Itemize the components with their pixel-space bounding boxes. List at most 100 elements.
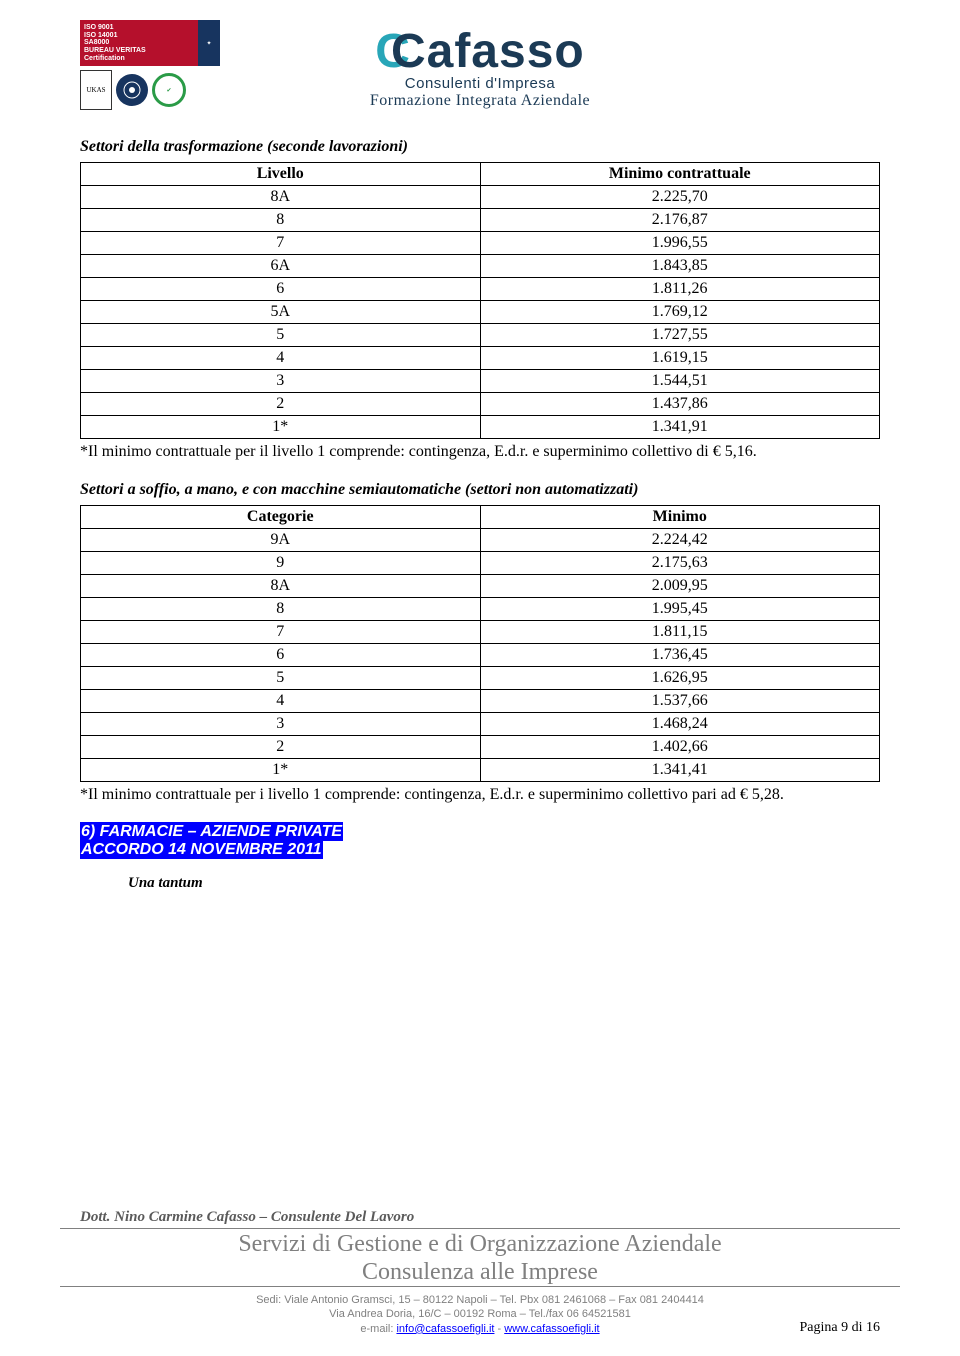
value-cell: 1.811,15 <box>480 620 880 643</box>
footer-author: Dott. Nino Carmine Cafasso – Consulente … <box>0 1209 960 1226</box>
footer-cursive2: Consulenza alle Imprese <box>0 1259 960 1287</box>
highlight-line1: 6) FARMACIE – AZIENDE PRIVATE <box>80 822 343 841</box>
table-row: 31.468,24 <box>81 712 880 735</box>
header: ISO 9001 ISO 14001 SA8000 BUREAU VERITAS… <box>80 20 880 120</box>
value-cell: 1.341,91 <box>480 416 880 439</box>
table2-col2: Minimo <box>480 505 880 528</box>
brand-sub2: Formazione Integrata Aziendale <box>230 92 730 110</box>
accredia-icon: ✔ <box>152 73 186 107</box>
value-cell: 1.736,45 <box>480 643 880 666</box>
table2: Categorie Minimo 9A2.224,4292.175,638A2.… <box>80 505 880 782</box>
level-cell: 2 <box>81 735 481 758</box>
value-cell: 1.769,12 <box>480 301 880 324</box>
level-cell: 1* <box>81 758 481 781</box>
brand-name: Cafasso <box>391 25 585 78</box>
table-row: 41.537,66 <box>81 689 880 712</box>
value-cell: 2.224,42 <box>480 528 880 551</box>
value-cell: 1.995,45 <box>480 597 880 620</box>
table-row: 8A2.009,95 <box>81 574 880 597</box>
una-tantum-label: Una tantum <box>128 875 880 892</box>
value-cell: 1.996,55 <box>480 232 880 255</box>
value-cell: 2.175,63 <box>480 551 880 574</box>
table-row: 71.996,55 <box>81 232 880 255</box>
ukas-badge: UKAS <box>80 70 112 110</box>
brand-sub1: Consulenti d'Impresa <box>230 75 730 92</box>
footer-sep: - <box>494 1323 504 1335</box>
table-row: 1*1.341,91 <box>81 416 880 439</box>
table-row: 9A2.224,42 <box>81 528 880 551</box>
table2-note: *Il minimo contrattuale per i livello 1 … <box>80 784 880 806</box>
value-cell: 1.437,86 <box>480 393 880 416</box>
level-cell: 9A <box>81 528 481 551</box>
level-cell: 7 <box>81 620 481 643</box>
level-cell: 5 <box>81 666 481 689</box>
level-cell: 1* <box>81 416 481 439</box>
table-row: 21.437,86 <box>81 393 880 416</box>
level-cell: 7 <box>81 232 481 255</box>
value-cell: 1.811,26 <box>480 278 880 301</box>
level-cell: 6A <box>81 255 481 278</box>
cert-circle-icon <box>116 74 148 106</box>
page-number: Pagina 9 di 16 <box>800 1320 881 1336</box>
brand-logo: CCafasso Consulenti d'Impresa Formazione… <box>230 20 730 110</box>
level-cell: 3 <box>81 712 481 735</box>
level-cell: 4 <box>81 689 481 712</box>
level-cell: 8 <box>81 209 481 232</box>
level-cell: 8A <box>81 574 481 597</box>
table2-title: Settori a soffio, a mano, e con macchine… <box>80 481 880 499</box>
value-cell: 1.626,95 <box>480 666 880 689</box>
value-cell: 1.341,41 <box>480 758 880 781</box>
footer-rule-1 <box>60 1228 900 1229</box>
footer-email-link[interactable]: info@cafassoefigli.it <box>396 1323 494 1335</box>
level-cell: 2 <box>81 393 481 416</box>
level-cell: 8 <box>81 597 481 620</box>
value-cell: 2.176,87 <box>480 209 880 232</box>
footer-email-label: e-mail: <box>360 1323 396 1335</box>
level-cell: 9 <box>81 551 481 574</box>
value-cell: 2.009,95 <box>480 574 880 597</box>
value-cell: 1.402,66 <box>480 735 880 758</box>
table-row: 61.811,26 <box>81 278 880 301</box>
footer-addr1: Sedi: Viale Antonio Gramsci, 15 – 80122 … <box>0 1293 960 1307</box>
footer-web-link[interactable]: www.cafassoefigli.it <box>504 1323 599 1335</box>
level-cell: 6 <box>81 278 481 301</box>
value-cell: 1.544,51 <box>480 370 880 393</box>
table-row: 82.176,87 <box>81 209 880 232</box>
footer-cursive1: Servizi di Gestione e di Organizzazione … <box>0 1231 960 1259</box>
bv-strip: ✦ <box>198 20 220 66</box>
level-cell: 5A <box>81 301 481 324</box>
value-cell: 1.619,15 <box>480 347 880 370</box>
level-cell: 6 <box>81 643 481 666</box>
table-row: 61.736,45 <box>81 643 880 666</box>
table1-col1: Livello <box>81 163 481 186</box>
value-cell: 1.468,24 <box>480 712 880 735</box>
section-highlight: 6) FARMACIE – AZIENDE PRIVATE ACCORDO 14… <box>80 823 880 859</box>
table-row: 21.402,66 <box>81 735 880 758</box>
table-row: 71.811,15 <box>81 620 880 643</box>
level-cell: 4 <box>81 347 481 370</box>
table-row: 8A2.225,70 <box>81 186 880 209</box>
table-row: 1*1.341,41 <box>81 758 880 781</box>
table2-col1: Categorie <box>81 505 481 528</box>
value-cell: 1.537,66 <box>480 689 880 712</box>
table-row: 51.727,55 <box>81 324 880 347</box>
highlight-line2: ACCORDO 14 NOVEMBRE 2011 <box>80 840 323 859</box>
table-row: 31.544,51 <box>81 370 880 393</box>
value-cell: 2.225,70 <box>480 186 880 209</box>
bureau-veritas-label: ISO 9001 ISO 14001 SA8000 BUREAU VERITAS… <box>80 20 198 66</box>
table-row: 81.995,45 <box>81 597 880 620</box>
footer: Dott. Nino Carmine Cafasso – Consulente … <box>0 1209 960 1336</box>
table1-title: Settori della trasformazione (seconde la… <box>80 138 880 156</box>
table1-col2: Minimo contrattuale <box>480 163 880 186</box>
table-row: 51.626,95 <box>81 666 880 689</box>
table-row: 6A1.843,85 <box>81 255 880 278</box>
table-row: 92.175,63 <box>81 551 880 574</box>
level-cell: 3 <box>81 370 481 393</box>
value-cell: 1.727,55 <box>480 324 880 347</box>
table1: Livello Minimo contrattuale 8A2.225,7082… <box>80 162 880 439</box>
footer-rule-2 <box>60 1286 900 1287</box>
level-cell: 8A <box>81 186 481 209</box>
table-row: 41.619,15 <box>81 347 880 370</box>
level-cell: 5 <box>81 324 481 347</box>
value-cell: 1.843,85 <box>480 255 880 278</box>
